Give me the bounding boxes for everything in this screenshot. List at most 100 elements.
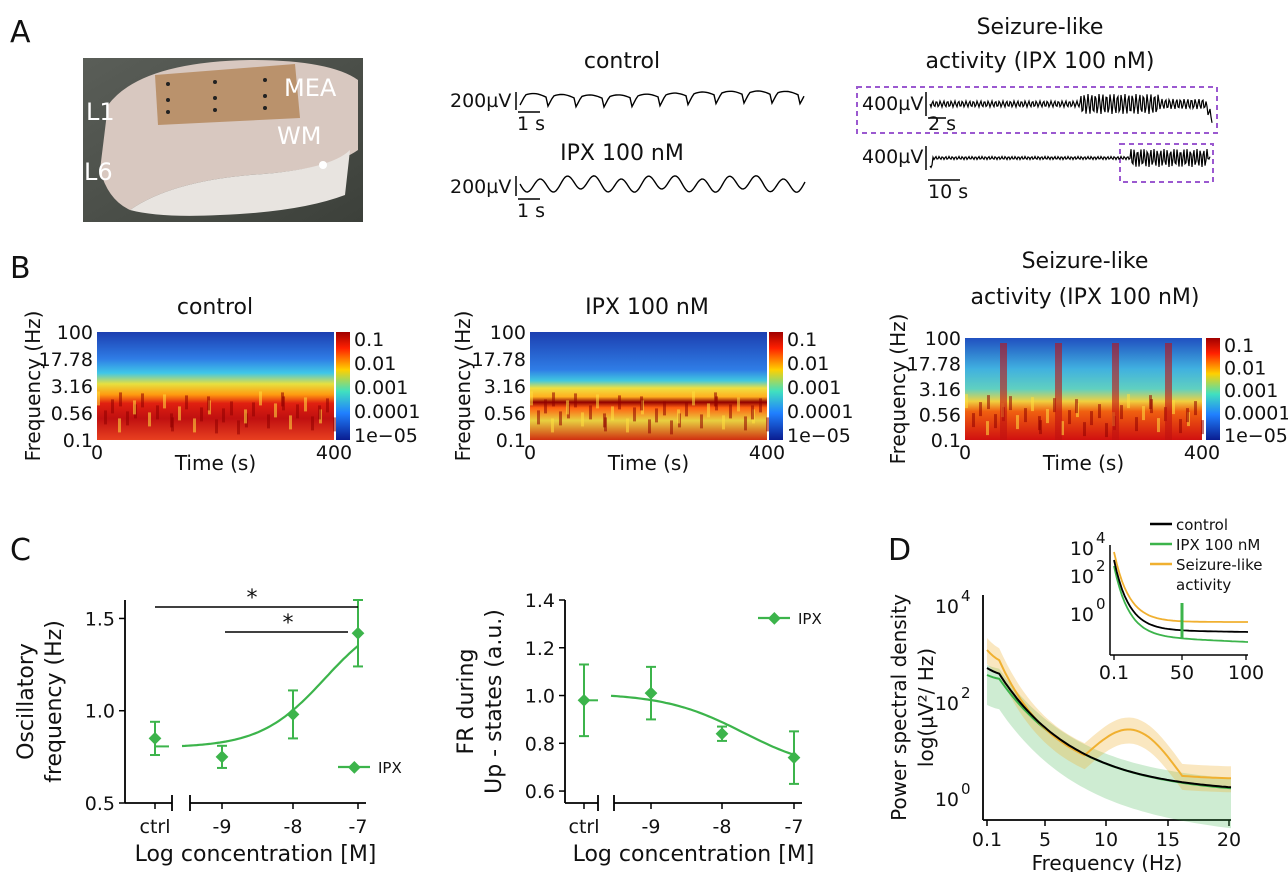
spectrogram-texture [289, 415, 292, 430]
spectrogram-texture [237, 420, 240, 435]
spectrogram-texture [714, 392, 717, 407]
spectrogram-texture [97, 391, 100, 406]
legend-label: IPX [378, 759, 402, 777]
psd-x-tick-label: 10 [1094, 829, 1118, 851]
spectrogram-ytick: 3.16 [51, 376, 93, 398]
panel-label-d: D [888, 533, 911, 568]
x-tick-label: ctrl [140, 816, 171, 838]
spectrogram-texture [965, 394, 968, 409]
colorbar-ipx [769, 332, 783, 440]
panel-label-b: B [10, 251, 31, 286]
y-tick-label: 1.0 [525, 686, 555, 708]
psd-x-label: Frequency (Hz) [1032, 851, 1183, 872]
legend-label-cont: activity [1176, 576, 1231, 594]
colorbar-control [336, 332, 350, 440]
y-axis-label-2: frequency (Hz) [42, 620, 67, 783]
spectrogram-texture [618, 395, 621, 410]
colorbar-tick: 0.01 [787, 353, 829, 375]
x-tick-label: -9 [213, 816, 232, 838]
slice-photo [83, 58, 363, 222]
inset-x-tick-label: 100 [1228, 662, 1264, 684]
spectrogram-texture [972, 413, 975, 428]
colorbar-tick: 0.01 [1224, 358, 1266, 380]
colorbar-tick: 0.001 [1224, 380, 1278, 402]
spectrogram-ytick: 0.56 [51, 403, 93, 425]
spectrogram-texture [126, 411, 129, 426]
inset-y-tick-label: 10 [1070, 604, 1094, 626]
psd-x-tick-label: 20 [1217, 829, 1241, 851]
spectrogram-texture [193, 418, 196, 433]
legend-label: control [1176, 516, 1228, 534]
spectrogram-ytick: 17.78 [39, 349, 93, 371]
y-tick-label: 1.0 [85, 701, 115, 723]
colorbar-tick: 0.0001 [354, 401, 420, 423]
x-tick-label: -8 [713, 816, 732, 838]
spectrogram-ytick: 0.56 [484, 403, 526, 425]
spectrogram-texture [640, 396, 643, 411]
spectrogram-texture [1142, 406, 1145, 421]
spectrogram-xtick: 400 [749, 442, 785, 464]
spectrogram-texture [133, 400, 136, 415]
spectrogram-texture [170, 413, 173, 428]
data-point [215, 750, 229, 764]
spectrogram-texture [259, 391, 262, 406]
trace-title-control: control [584, 49, 660, 74]
spectrogram-texture [267, 414, 270, 429]
legend-label: Seizure-like [1176, 556, 1263, 574]
colorbar-tick: 1e−05 [1224, 425, 1288, 447]
inset-y-tick-exponent: 4 [1096, 529, 1106, 547]
seizure-trace-zoom [929, 93, 1213, 123]
spectrogram-texture [692, 391, 695, 406]
spectrogram-ytick: 100 [57, 322, 93, 344]
spectrogram-texture [566, 400, 569, 415]
photo-label-l6: L6 [84, 158, 113, 186]
y-axis-label-2: Up - states (a.u.) [482, 609, 507, 794]
spectrogram-texture [581, 412, 584, 427]
trace-title-seizure-2: activity (IPX 100 nM) [926, 49, 1155, 74]
colorbar-tick: 0.001 [787, 377, 841, 399]
spectrogram-texture [119, 392, 122, 407]
psd-y-tick-label: 10 [935, 596, 959, 618]
fit-curve [181, 644, 359, 748]
x-tick-label: -7 [349, 816, 368, 838]
x-tick-label: -8 [284, 816, 303, 838]
scale-label-seizure-top: 400µV [862, 93, 923, 115]
spectrogram-texture [200, 407, 203, 422]
psd-line-seizure [986, 649, 1232, 780]
spectrogram-texture [707, 403, 710, 418]
spectrogram-texture [1149, 395, 1152, 410]
spectrogram-texture [1186, 408, 1189, 423]
time-scale-ipx: 1 s [517, 200, 545, 222]
spectrogram-texture [207, 396, 210, 411]
psd-y-label-1: Power spectral density [887, 594, 911, 821]
spectrogram-texture [677, 409, 680, 424]
inset-x-tick-label: 0.1 [1099, 662, 1129, 684]
spectrogram-texture [559, 411, 562, 426]
psd-x-tick-label: 0.1 [972, 829, 1002, 851]
time-scale-control: 1 s [517, 113, 545, 135]
spectrogram-texture [1090, 411, 1093, 426]
spectrogram-xtick: 400 [1184, 442, 1220, 464]
spectrogram-title-ipx: IPX 100 nM [585, 295, 709, 320]
spectrogram-texture [685, 402, 688, 417]
psd-y-tick-exponent: 0 [961, 780, 971, 798]
spectrogram-xlabel: Time (s) [607, 451, 689, 475]
spectrogram-title-seizure-1: Seizure-like [1022, 249, 1149, 274]
colorbar-tick: 1e−05 [354, 425, 418, 447]
spectrogram-texture [700, 414, 703, 429]
colorbar-tick: 0.001 [354, 377, 408, 399]
spectrogram-texture [987, 395, 990, 410]
zoom-box-bottom [1119, 143, 1214, 183]
spectrogram-texture [626, 418, 629, 433]
spectrogram-ylabel: Frequency (Hz) [451, 311, 475, 462]
colorbar-tick: 0.1 [787, 329, 817, 351]
spectrogram-texture [1061, 421, 1064, 436]
spectrogram-texture [1120, 405, 1123, 420]
control-trace [519, 90, 805, 110]
psd-x-tick-label: 15 [1156, 829, 1180, 851]
seizure-burst [1055, 343, 1062, 440]
spectrogram-ytick: 0.1 [63, 430, 93, 452]
y-tick-label: 0.8 [525, 733, 555, 755]
spectrogram-texture [222, 408, 225, 423]
